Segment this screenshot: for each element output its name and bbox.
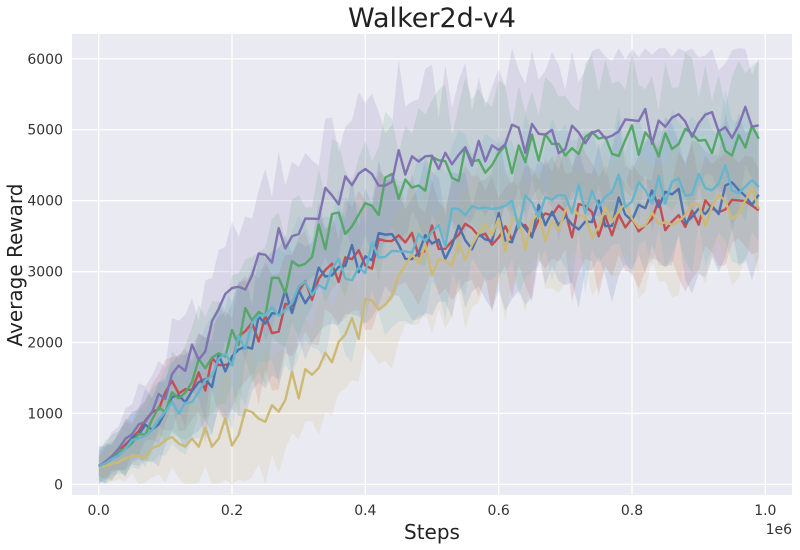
y-tick-label: 4000: [27, 194, 63, 210]
series-4-band: [98, 48, 759, 485]
series-3-line: [98, 124, 760, 468]
x-tick-label: 0.8: [621, 503, 643, 519]
y-tick-label: 2000: [27, 336, 63, 352]
y-axis-label: Average Reward: [3, 184, 27, 347]
series-6-band: [98, 88, 759, 485]
plot-background: [72, 34, 792, 495]
series-2-band: [98, 113, 759, 484]
y-tick-label: 3000: [27, 265, 63, 281]
x-tick-label: 0.6: [488, 503, 510, 519]
series-4-line: [97, 105, 759, 468]
series-2-line: [98, 181, 760, 468]
series-lines: [97, 105, 760, 469]
x-tick-labels: 0.0 0.2 0.4 0.6 0.8 1.0: [88, 503, 777, 519]
series-6-line: [98, 163, 760, 468]
series-5-line: [98, 187, 760, 469]
x-tick-label: 1.0: [754, 503, 776, 519]
x-offset-label: 1e6: [766, 522, 793, 538]
y-tick-labels: 0 1000 2000 3000 4000 5000 6000: [27, 52, 63, 494]
x-axis-label: Steps: [404, 520, 460, 544]
y-tick-label: 5000: [27, 123, 63, 139]
x-tick-label: 0.4: [354, 503, 376, 519]
y-tick-label: 1000: [27, 406, 63, 422]
x-tick-label: 0.2: [221, 503, 243, 519]
y-tick-label: 6000: [27, 52, 63, 68]
chart-title: Walker2d-v4: [348, 3, 516, 34]
series-3-band: [98, 52, 759, 484]
y-tick-label: 0: [54, 477, 63, 493]
x-tick-label: 0.0: [88, 503, 110, 519]
